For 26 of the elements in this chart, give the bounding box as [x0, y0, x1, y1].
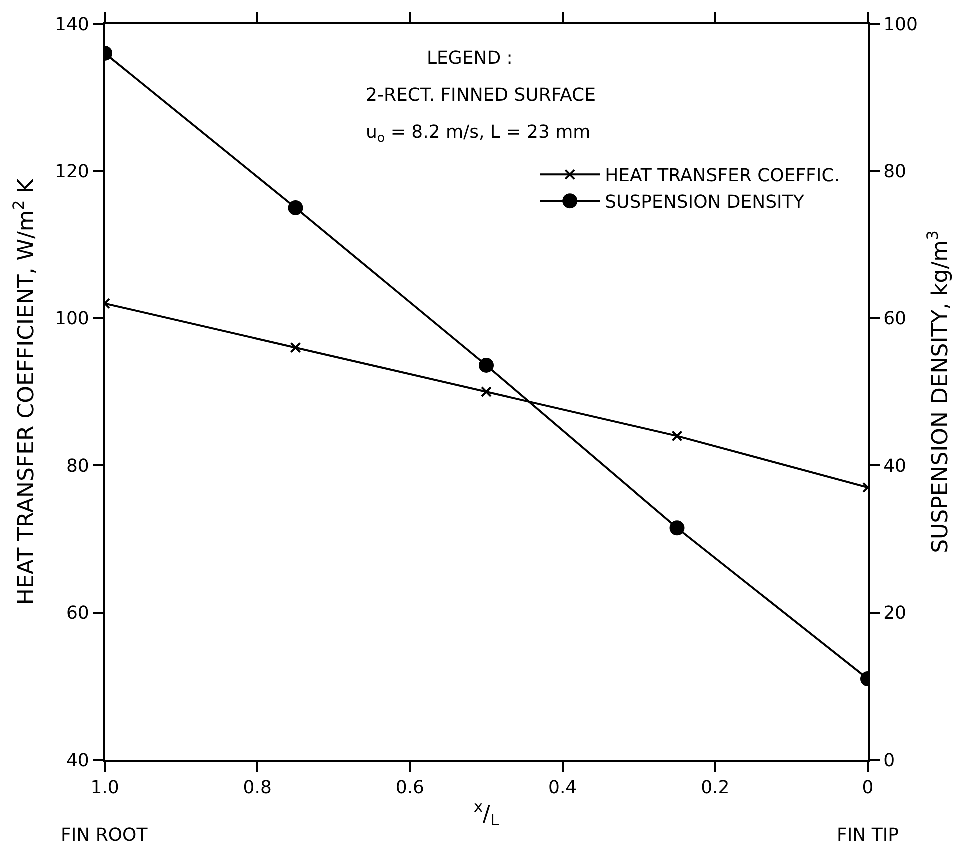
y-tick-label: 60 — [66, 603, 90, 624]
text: FIN ROOT — [61, 825, 149, 846]
x-tick-label: 0.4 — [548, 778, 578, 799]
y-tick-label: 120 — [55, 162, 90, 182]
x-tick-label: 0.2 — [701, 778, 730, 799]
y2-tick-label: 20 — [884, 603, 907, 624]
x-tick-label: 0.8 — [243, 778, 272, 799]
x-tick-label: 0 — [862, 778, 874, 799]
x-tick-label: 1.0 — [90, 778, 120, 799]
y2-tick-label: 100 — [884, 14, 918, 36]
annotation: LEGEND : — [427, 48, 513, 69]
y2-tick-label: 60 — [884, 308, 907, 330]
annotation: 2-RECT. FINNED SURFACE — [366, 85, 596, 106]
legend-label: HEAT TRANSFER COEFFIC. — [605, 166, 840, 187]
y-tick-label: 100 — [55, 308, 90, 330]
y2-tick-label: 80 — [884, 162, 907, 182]
legend-label: SUSPENSION DENSITY — [605, 192, 806, 214]
annotation: u$_{o}$ = 8.2 m/s, L = 23 mm — [366, 122, 591, 145]
x-axis-title: $^{x}$/$_{L}$ — [474, 798, 500, 830]
y-tick-label: 80 — [66, 456, 90, 477]
y2-tick-label: 40 — [884, 456, 907, 477]
y-tick-label: 140 — [55, 14, 90, 36]
text: FIN TIP — [837, 825, 900, 846]
x-tick-label: 0.6 — [396, 778, 425, 799]
y-tick-label: 40 — [66, 750, 90, 772]
y2-tick-label: 0 — [884, 750, 896, 772]
